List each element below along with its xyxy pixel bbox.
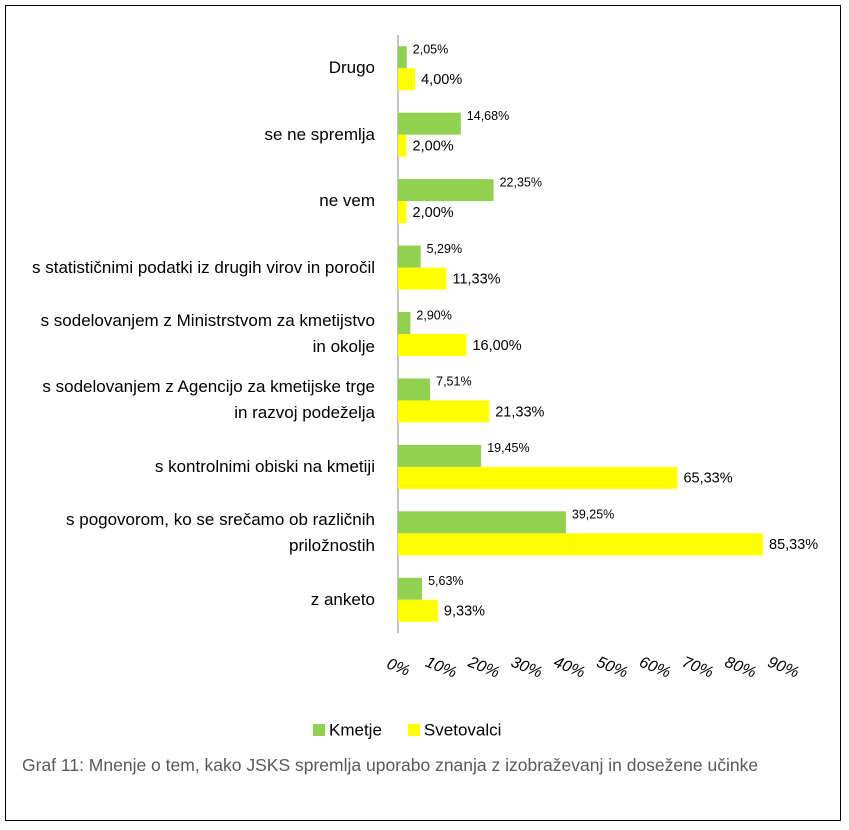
bar [398,68,416,91]
category-label: z anketo [20,567,375,633]
value-label: 19,45% [487,441,529,455]
value-label: 22,35% [500,175,542,189]
x-tick-label: 20% [465,653,502,681]
bar [398,112,461,135]
value-label: 5,63% [428,574,463,588]
bar [398,179,494,202]
bar [398,400,490,423]
category-text: s pogovorom, ko se srečamo ob različnih … [66,510,375,556]
chart-frame [5,5,841,821]
x-tick-label: 80% [722,654,758,682]
bar [398,466,678,489]
category-text: s sodelovanjem z Agencijo za kmetijske t… [42,377,375,423]
legend-label: Kmetje [329,720,382,739]
legend-swatch [407,724,420,736]
bar [398,267,447,290]
category-label: se ne spremlja [20,101,375,167]
x-tick-label: 60% [637,654,673,682]
value-label: 16,00% [472,338,521,354]
x-tick-label: 0% [384,656,412,680]
category-label: s sodelovanjem z Agencijo za kmetijske t… [20,367,375,433]
caption: Graf 11: Mnenje o tem, kako JSKS spremlj… [22,755,759,775]
bar [398,533,764,556]
value-label: 39,25% [572,508,614,522]
bar [398,134,407,157]
x-tick-label: 40% [551,654,587,682]
category-label: s sodelovanjem z Ministrstvom za kmetijs… [20,301,375,367]
value-label: 14,68% [467,109,509,123]
value-label: 2,00% [413,205,454,221]
legend-swatch [313,724,325,736]
bar [398,312,411,334]
x-tick-label: 70% [680,654,716,682]
value-label: 21,33% [495,404,544,420]
bar [398,201,407,224]
value-label: 2,00% [413,138,454,154]
category-label: s statističnimi podatki iz drugih virov … [20,234,375,300]
bar [398,599,438,622]
value-label: 2,05% [413,43,448,57]
bar [398,577,423,600]
category-text: s kontrolnimi obiski na kmetiji [154,456,375,476]
value-label: 9,33% [444,604,485,620]
x-tick-label: 10% [423,654,459,682]
bar [398,378,431,401]
category-label: s pogovorom, ko se srečamo ob različnih … [20,500,375,566]
bar [398,245,421,268]
category-text: s statističnimi podatki iz drugih virov … [32,257,375,277]
x-tick-label: 50% [594,654,630,682]
category-label: s kontrolnimi obiski na kmetiji [20,434,375,500]
value-label: 4,00% [421,72,462,88]
bar [398,46,407,69]
value-label: 65,33% [683,471,732,487]
x-tick-label: 30% [508,654,544,682]
category-text: ne vem [319,191,375,211]
category-text: Drugo [328,58,375,78]
value-label: 11,33% [452,271,500,287]
x-tick-label: 90% [765,654,801,682]
bar [398,511,566,534]
value-label: 85,33% [769,537,818,553]
bar [398,444,482,467]
bar [398,334,467,356]
category-text: se ne spremlja [264,124,375,144]
value-label: 2,90% [416,308,451,322]
category-text: s sodelovanjem z Ministrstvom za kmetijs… [40,310,375,356]
category-label: ne vem [20,168,375,234]
value-label: 7,51% [436,375,471,389]
category-label: Drugo [20,35,375,101]
category-text: z anketo [310,589,375,609]
legend-label: Svetovalci [424,720,501,739]
value-label: 5,29% [427,242,462,256]
